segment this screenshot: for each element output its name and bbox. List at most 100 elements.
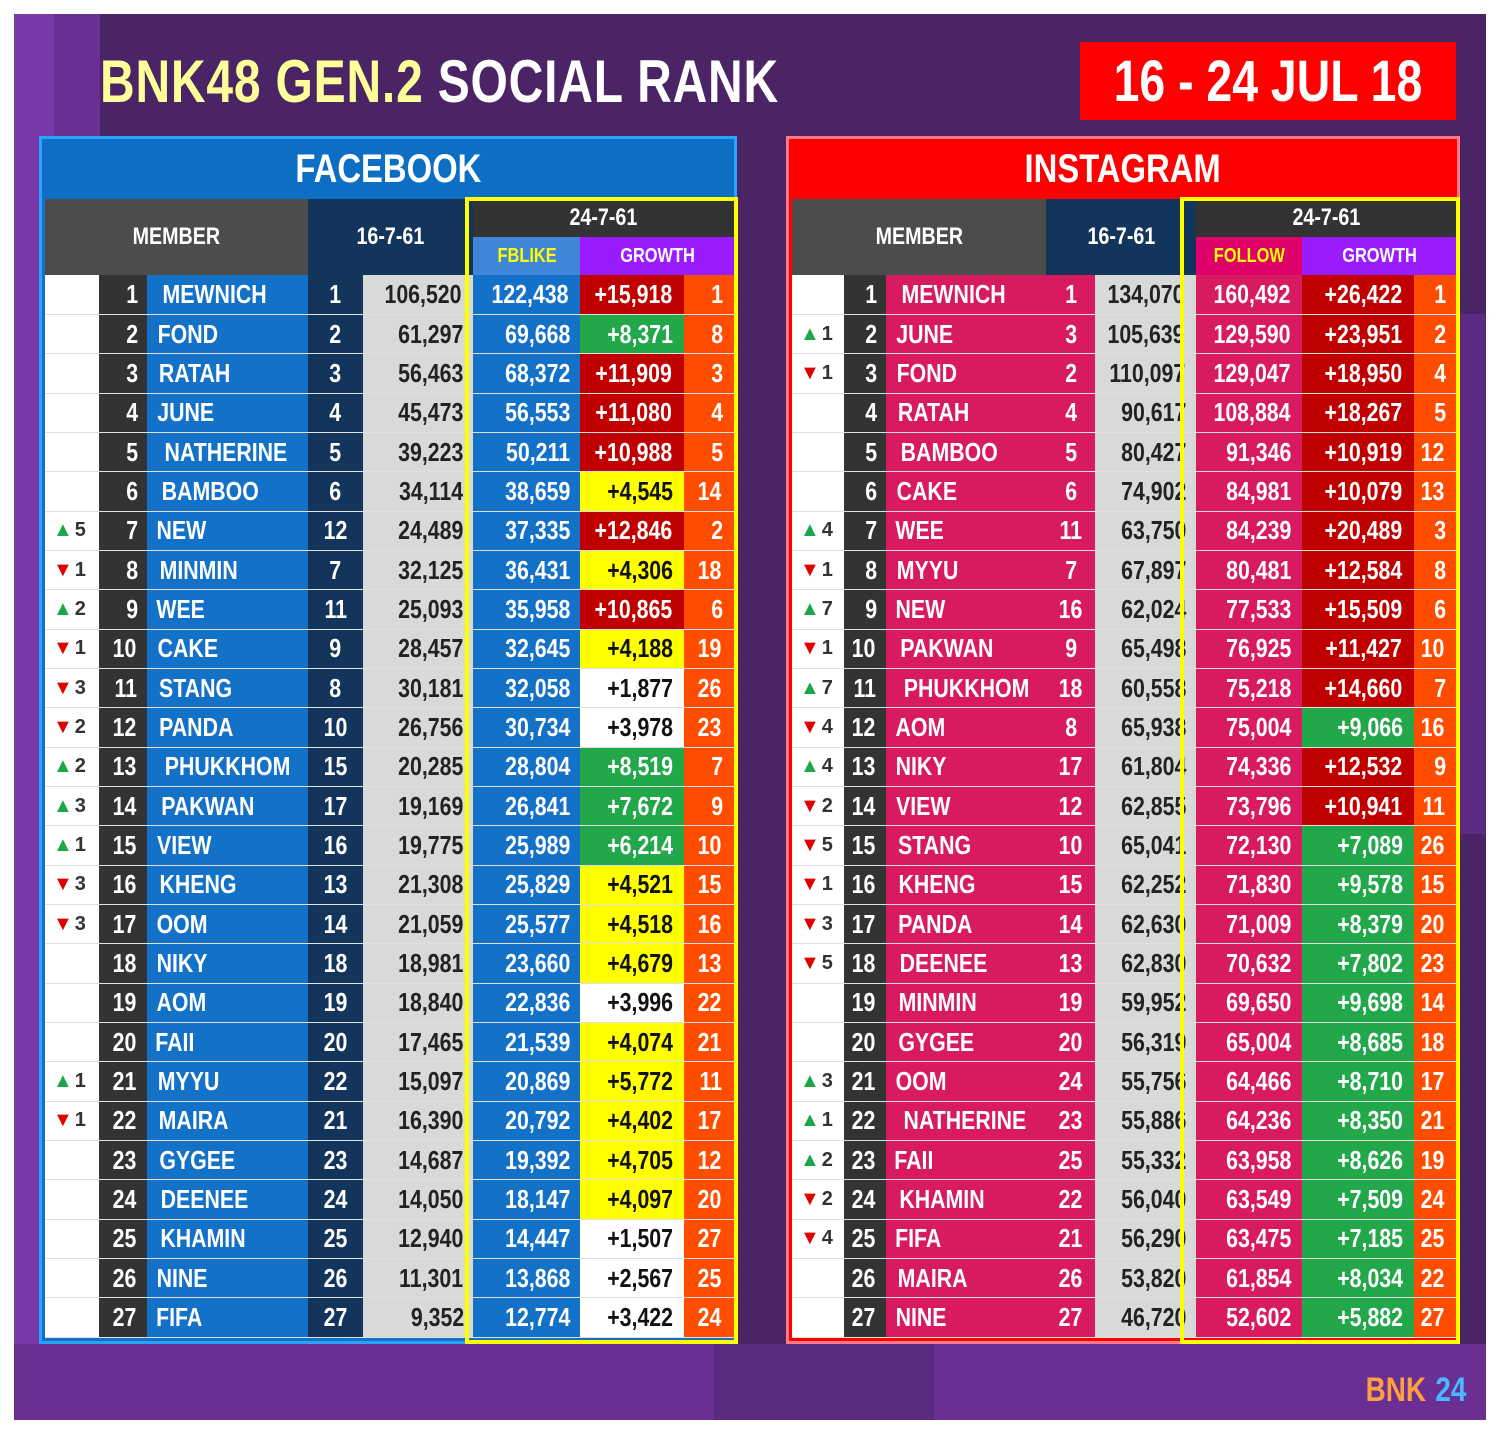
- previous-rank: 4: [1046, 393, 1096, 433]
- member-name: MEWNICH: [886, 275, 1047, 315]
- member-name: MEWNICH: [147, 275, 308, 315]
- previous-value: 65,498: [1095, 629, 1197, 669]
- rank-number: 22: [99, 1101, 148, 1142]
- previous-rank: 27: [1046, 1297, 1096, 1338]
- triangle-up-icon: ▲: [800, 1070, 820, 1093]
- triangle-down-icon: ▼: [53, 912, 73, 935]
- current-value: 84,981: [1196, 471, 1302, 512]
- table-row: 25 KHAMIN 25 12,940 14,447 +1,507 27: [45, 1219, 734, 1260]
- rank-change: [45, 983, 100, 1024]
- previous-value: 30,181: [363, 668, 474, 709]
- rank-change-amount: 2: [74, 715, 86, 738]
- rank-number: 2: [843, 314, 887, 355]
- previous-rank: 11: [307, 589, 364, 630]
- rank-change: [45, 471, 100, 512]
- previous-rank: 21: [1046, 1219, 1096, 1260]
- previous-value: 60,558: [1095, 668, 1197, 709]
- current-value: 20,792: [473, 1101, 581, 1142]
- title-part1: BNK48 GEN.2: [100, 48, 424, 115]
- rank-change-amount: 4: [821, 715, 833, 738]
- rank-change-amount: 3: [74, 873, 86, 896]
- member-name: DEENEE: [886, 943, 1047, 984]
- previous-rank: 23: [307, 1140, 364, 1181]
- previous-rank: 10: [1046, 825, 1096, 866]
- growth-rank: 18: [683, 550, 734, 591]
- table-row: 23 GYGEE 23 14,687 19,392 +4,705 12: [45, 1140, 734, 1181]
- previous-value: 17,465: [363, 1022, 474, 1063]
- member-name: RATAH: [886, 393, 1047, 433]
- member-name: DEENEE: [147, 1179, 308, 1220]
- table-row: ▲ 3 14 PAKWAN 17 19,169 26,841 +7,672 9: [45, 786, 734, 827]
- rank-number: 7: [843, 511, 887, 551]
- growth-value: +12,584: [1301, 550, 1414, 591]
- rank-number: 14: [99, 786, 148, 827]
- previous-rank: 9: [307, 629, 364, 669]
- table-row: ▼ 2 24 KHAMIN 22 56,040 63,549 +7,509 24: [792, 1179, 1457, 1220]
- table-row: ▼ 1 8 MYYU 7 67,897 80,481 +12,584 8: [792, 550, 1457, 591]
- current-value: 108,884: [1196, 393, 1302, 433]
- facebook-rank-table: MEMBER 16-7-61 24-7-61 FBLIKE GROWTH 1 ME…: [45, 199, 734, 1338]
- rank-change: ▼ 4: [792, 1219, 844, 1260]
- rank-number: 15: [843, 825, 887, 866]
- rank-change-amount: 5: [821, 833, 833, 856]
- previous-rank: 1: [307, 275, 364, 315]
- previous-rank: 4: [307, 393, 364, 433]
- previous-rank: 24: [307, 1179, 364, 1220]
- previous-rank: 26: [307, 1258, 364, 1299]
- current-value: 20,869: [473, 1061, 581, 1102]
- table-row: ▼ 3 17 OOM 14 21,059 25,577 +4,518 16: [45, 904, 734, 945]
- rank-change-amount: 1: [74, 1070, 86, 1093]
- instagram-col-follow: FOLLOW: [1196, 237, 1302, 275]
- rank-change: [792, 393, 844, 433]
- growth-rank: 6: [683, 589, 734, 630]
- member-name: GYGEE: [147, 1140, 308, 1181]
- growth-rank: 14: [1413, 983, 1457, 1024]
- rank-change: ▲ 4: [792, 747, 844, 787]
- previous-rank: 19: [1046, 983, 1096, 1024]
- rank-change-amount: 1: [74, 637, 86, 660]
- instagram-table-body: 1 MEWNICH 1 134,070 160,492 +26,422 1 ▲ 1 2 JUNE 3 1…: [792, 275, 1457, 1338]
- growth-value: +1,877: [580, 668, 684, 709]
- previous-value: 105,639: [1095, 314, 1197, 355]
- previous-value: 55,332: [1095, 1140, 1197, 1181]
- instagram-col-prev-date: 16-7-61: [1046, 199, 1197, 275]
- rank-change: [45, 314, 100, 355]
- growth-rank: 27: [1413, 1297, 1457, 1338]
- rank-change-amount: 2: [821, 794, 833, 817]
- rank-number: 26: [99, 1258, 148, 1299]
- rank-number: 17: [843, 904, 887, 945]
- rank-change: [45, 275, 100, 315]
- previous-rank: 24: [1046, 1061, 1096, 1102]
- table-row: ▼ 1 3 FOND 2 110,097 129,047 +18,950 4: [792, 353, 1457, 394]
- previous-rank: 27: [307, 1297, 364, 1338]
- previous-value: 55,756: [1095, 1061, 1197, 1102]
- table-row: 5 NATHERINE 5 39,223 50,211 +10,988 5: [45, 432, 734, 473]
- rank-number: 20: [99, 1022, 148, 1063]
- member-name: STANG: [147, 668, 308, 709]
- growth-value: +9,066: [1301, 707, 1414, 748]
- growth-value: +8,350: [1301, 1101, 1414, 1142]
- current-value: 28,804: [473, 747, 581, 787]
- member-name: NEW: [147, 511, 308, 551]
- growth-rank: 14: [683, 471, 734, 512]
- rank-change: ▼ 3: [45, 668, 100, 709]
- current-value: 21,539: [473, 1022, 581, 1063]
- rank-number: 8: [843, 550, 887, 591]
- rank-change: [792, 432, 844, 473]
- growth-value: +8,685: [1301, 1022, 1414, 1063]
- growth-rank: 16: [683, 904, 734, 945]
- rank-change: [45, 353, 100, 394]
- current-value: 25,989: [473, 825, 581, 866]
- current-value: 12,774: [473, 1297, 581, 1338]
- member-name: VIEW: [147, 825, 308, 866]
- previous-value: 26,756: [363, 707, 474, 748]
- triangle-up-icon: ▲: [800, 676, 820, 699]
- facebook-panel-title: FACEBOOK: [42, 139, 734, 199]
- rank-number: 17: [99, 904, 148, 945]
- brand-logo-part2: 24: [1435, 1371, 1467, 1409]
- previous-value: 56,319: [1095, 1022, 1197, 1063]
- table-row: 24 DEENEE 24 14,050 18,147 +4,097 20: [45, 1179, 734, 1220]
- growth-rank: 10: [683, 825, 734, 866]
- triangle-up-icon: ▲: [800, 322, 820, 345]
- current-value: 129,590: [1196, 314, 1302, 355]
